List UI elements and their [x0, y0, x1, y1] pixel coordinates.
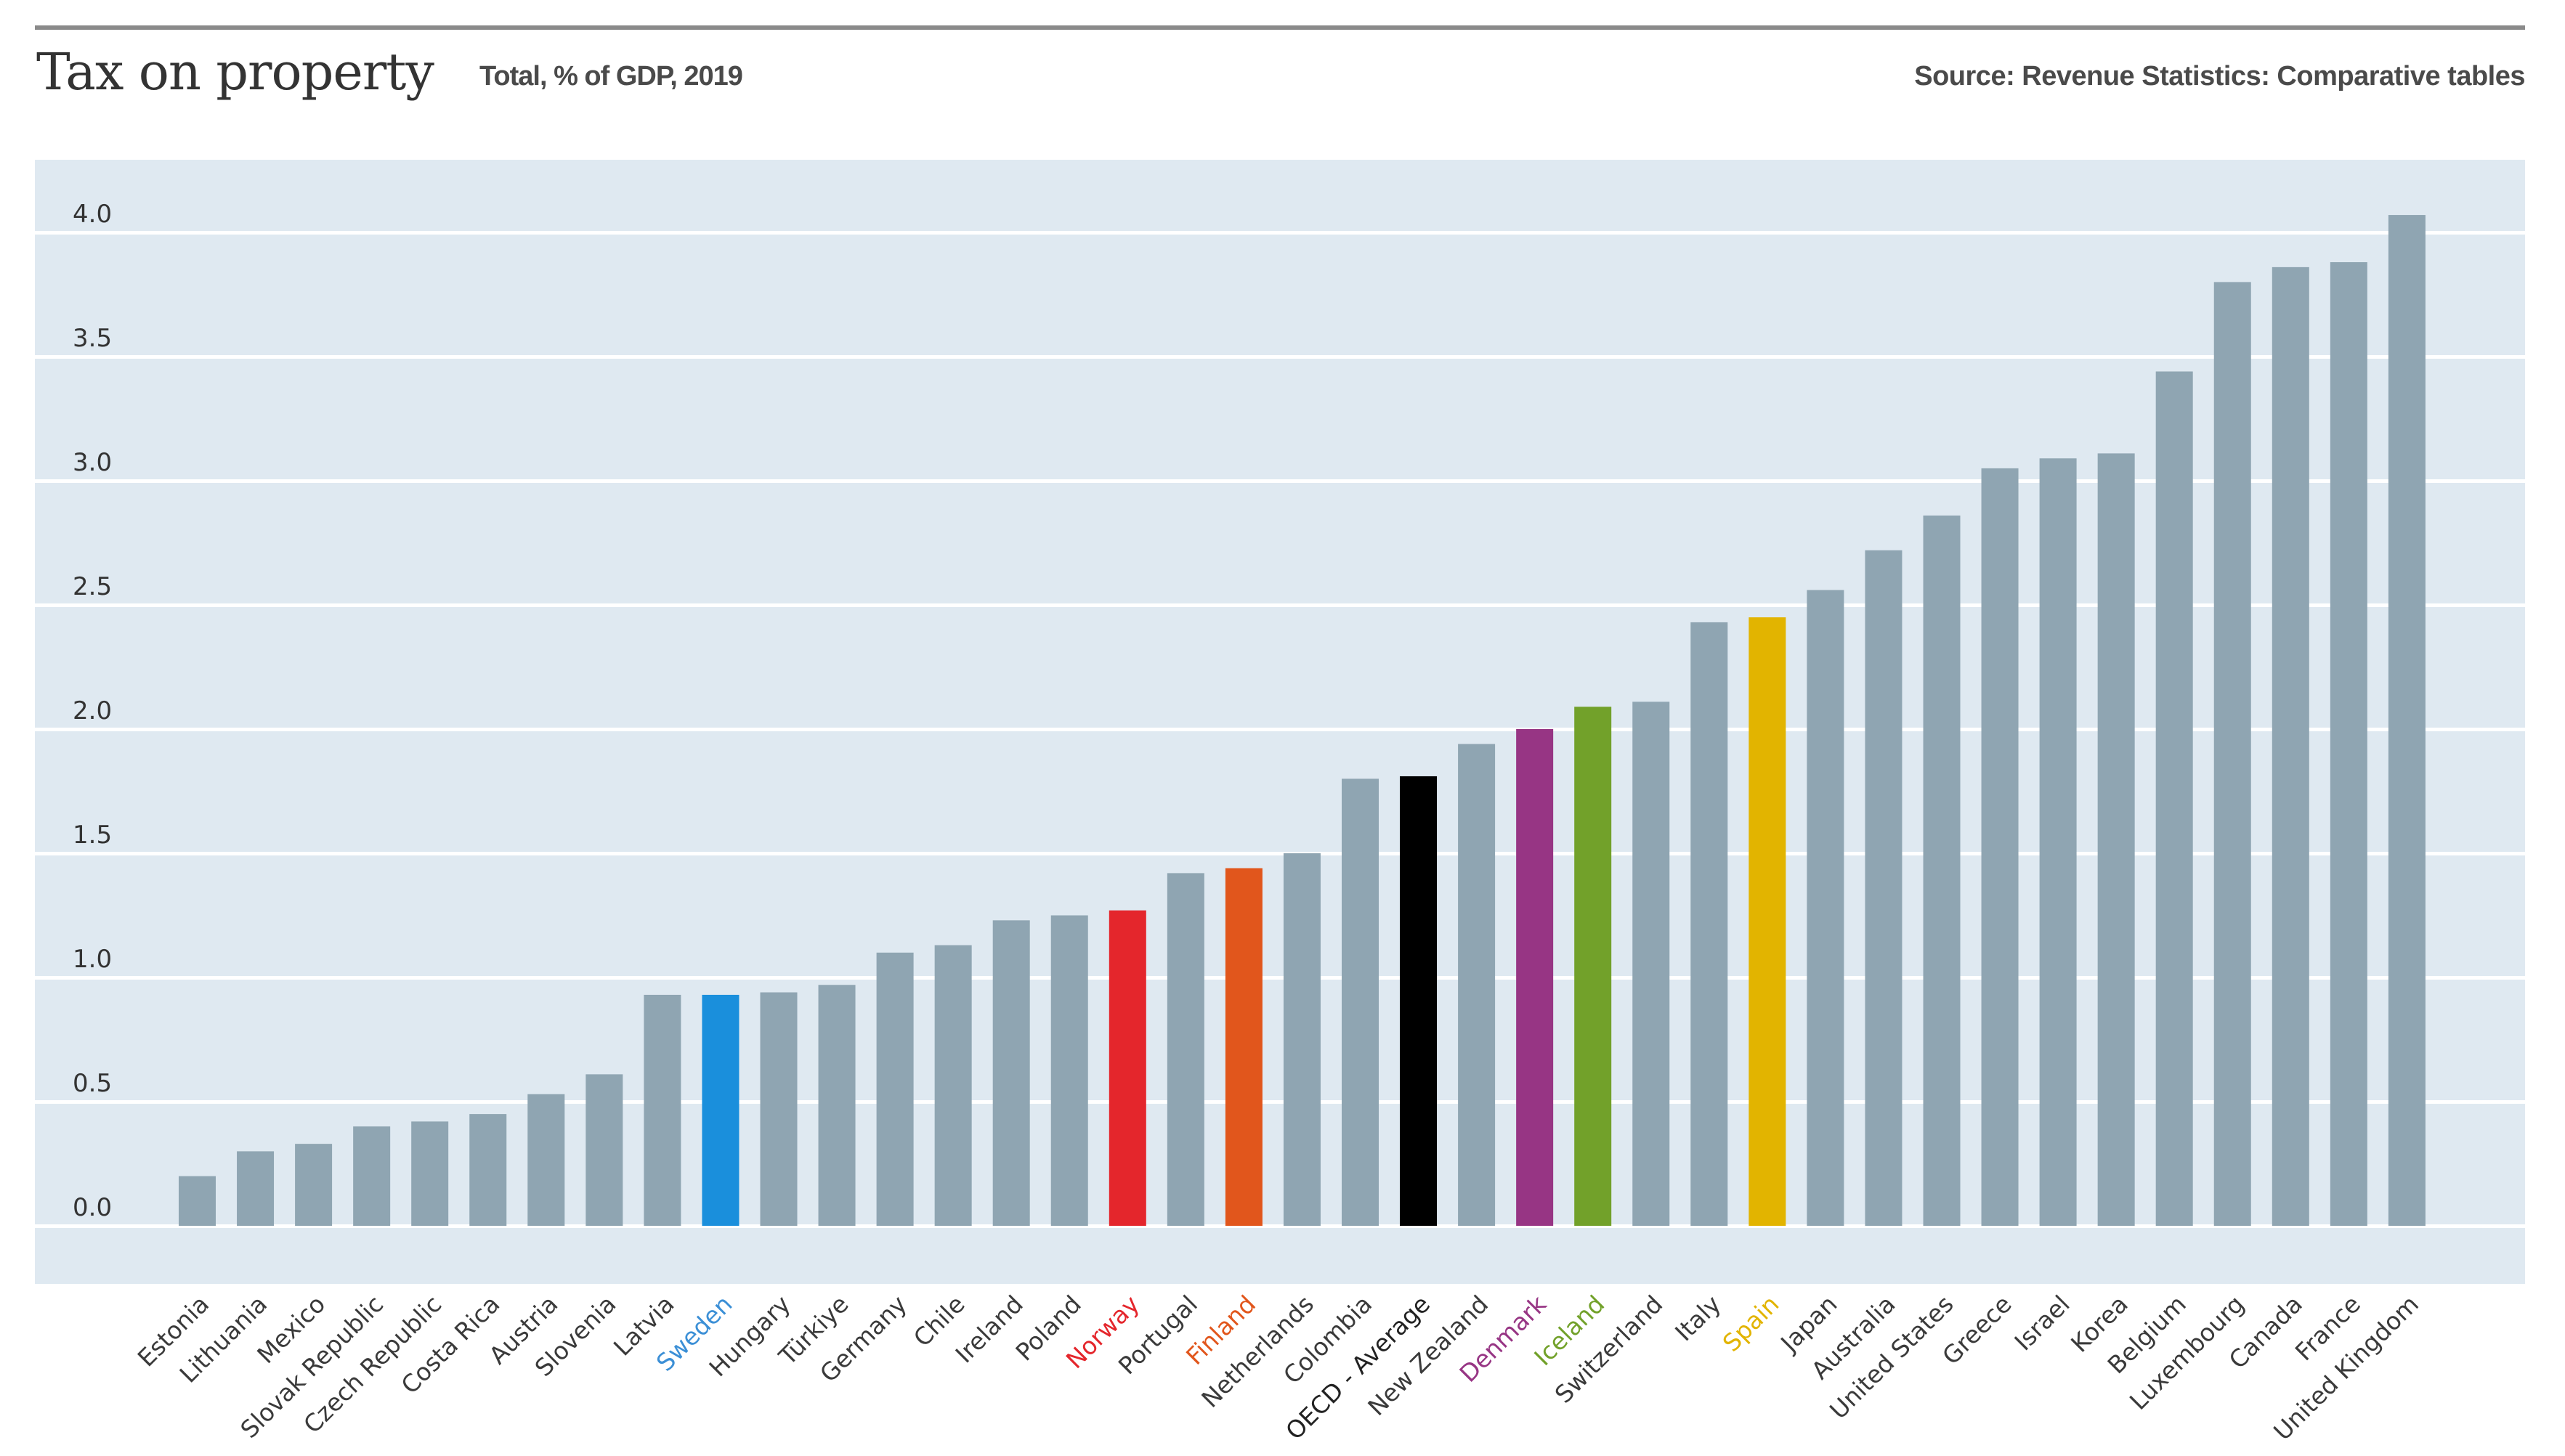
bar-greece[interactable]: Greece: 3.05 [1981, 468, 2019, 1226]
bar-israel[interactable]: Israel: 3.09 [2039, 458, 2077, 1226]
bar-united-kingdom[interactable]: United Kingdom: 4.07 [2388, 215, 2426, 1226]
bar-new-zealand[interactable]: New Zealand: 1.94 [1458, 744, 1496, 1226]
gridline [35, 728, 2525, 731]
bar-oecd-average[interactable]: OECD - Average: 1.81 [1400, 776, 1438, 1226]
header-rule [35, 25, 2525, 30]
gridline [35, 1100, 2525, 1104]
bar-luxembourg[interactable]: Luxembourg: 3.8 [2213, 282, 2251, 1226]
bar-sweden[interactable]: Sweden: 0.93 [702, 994, 739, 1226]
bar-norway[interactable]: Norway: 1.27 [1109, 910, 1146, 1226]
x-tick-label: Israel [2009, 1290, 2075, 1356]
bar-slovenia[interactable]: Slovenia: 0.61 [585, 1074, 623, 1226]
bar-mexico[interactable]: Mexico: 0.33 [295, 1144, 333, 1226]
y-tick-label: 4.0 [73, 200, 112, 229]
gridline [35, 355, 2525, 359]
bar-japan[interactable]: Japan: 2.56 [1807, 590, 1844, 1226]
y-tick-label: 0.5 [73, 1069, 112, 1098]
bar-chile[interactable]: Chile: 1.13 [934, 945, 972, 1226]
bar-iceland[interactable]: Iceland: 2.09 [1574, 707, 1612, 1226]
bar-finland[interactable]: Finland: 1.44 [1225, 868, 1263, 1226]
bar-slovak-republic[interactable]: Slovak Republic: 0.4 [353, 1126, 391, 1226]
y-axis-ticks: 0.0 0.5 1.0 1.5 2.0 2.5 3.0 3.5 4.0 [73, 200, 112, 1222]
bar-australia[interactable]: Australia: 2.72 [1865, 550, 1903, 1226]
chart-title: Tax on property [36, 42, 434, 102]
y-tick-label: 2.5 [73, 572, 112, 601]
y-tick-label: 3.0 [73, 448, 112, 477]
gridline [35, 479, 2525, 483]
bars: Estonia: 0.2 Lithuania: 0.3 Mexico: 0.33 Sl… [179, 215, 2426, 1226]
plot-background [35, 160, 2525, 1284]
bar-poland[interactable]: Poland: 1.25 [1050, 915, 1088, 1227]
bar-denmark[interactable]: Denmark: 2 [1516, 729, 1554, 1226]
gridline [35, 852, 2525, 855]
bar-italy[interactable]: Italy: 2.43 [1690, 622, 1728, 1226]
bar-costa-rica[interactable]: Costa Rica: 0.45 [469, 1114, 507, 1226]
y-tick-label: 0.0 [73, 1193, 112, 1222]
bar-united-states[interactable]: United States: 2.86 [1923, 515, 1961, 1226]
bar-belgium[interactable]: Belgium: 3.44 [2155, 371, 2193, 1226]
y-tick-label: 1.0 [73, 945, 112, 974]
gridline [35, 976, 2525, 980]
bar-czech-republic[interactable]: Czech Republic: 0.42 [411, 1121, 449, 1226]
bar-colombia[interactable]: Colombia: 1.8 [1342, 778, 1379, 1226]
chart-subtitle: Total, % of GDP, 2019 [479, 61, 743, 91]
y-tick-label: 2.0 [73, 696, 112, 725]
bar-austria[interactable]: Austria: 0.53 [527, 1094, 565, 1226]
gridline [35, 1224, 2525, 1228]
x-tick-label: Spain [1717, 1290, 1785, 1357]
bar-korea[interactable]: Korea: 3.11 [2097, 453, 2135, 1226]
y-tick-label: 3.5 [73, 324, 112, 353]
chart-source[interactable]: Source: Revenue Statistics: Comparative … [1914, 61, 2525, 91]
bar-canada[interactable]: Canada: 3.86 [2272, 267, 2309, 1226]
bar-germany[interactable]: Germany: 1.1 [876, 952, 914, 1226]
gridlines [35, 231, 2525, 1228]
bar-t-rkiye[interactable]: Türkiye: 0.97 [818, 985, 856, 1226]
bar-ireland[interactable]: Ireland: 1.23 [992, 920, 1030, 1226]
gridline [35, 231, 2525, 235]
y-tick-label: 1.5 [73, 821, 112, 850]
bar-lithuania[interactable]: Lithuania: 0.3 [237, 1151, 275, 1226]
bar-portugal[interactable]: Portugal: 1.42 [1167, 873, 1204, 1226]
bar-spain[interactable]: Spain: 2.45 [1749, 617, 1786, 1226]
bar-hungary[interactable]: Hungary: 0.94 [760, 992, 798, 1226]
gridline [35, 603, 2525, 607]
bar-france[interactable]: France: 3.88 [2330, 262, 2367, 1226]
bar-switzerland[interactable]: Switzerland: 2.11 [1632, 701, 1670, 1226]
bar-latvia[interactable]: Latvia: 0.93 [644, 994, 681, 1226]
bar-netherlands[interactable]: Netherlands: 1.5 [1283, 853, 1321, 1226]
bar-estonia[interactable]: Estonia: 0.2 [179, 1176, 216, 1226]
